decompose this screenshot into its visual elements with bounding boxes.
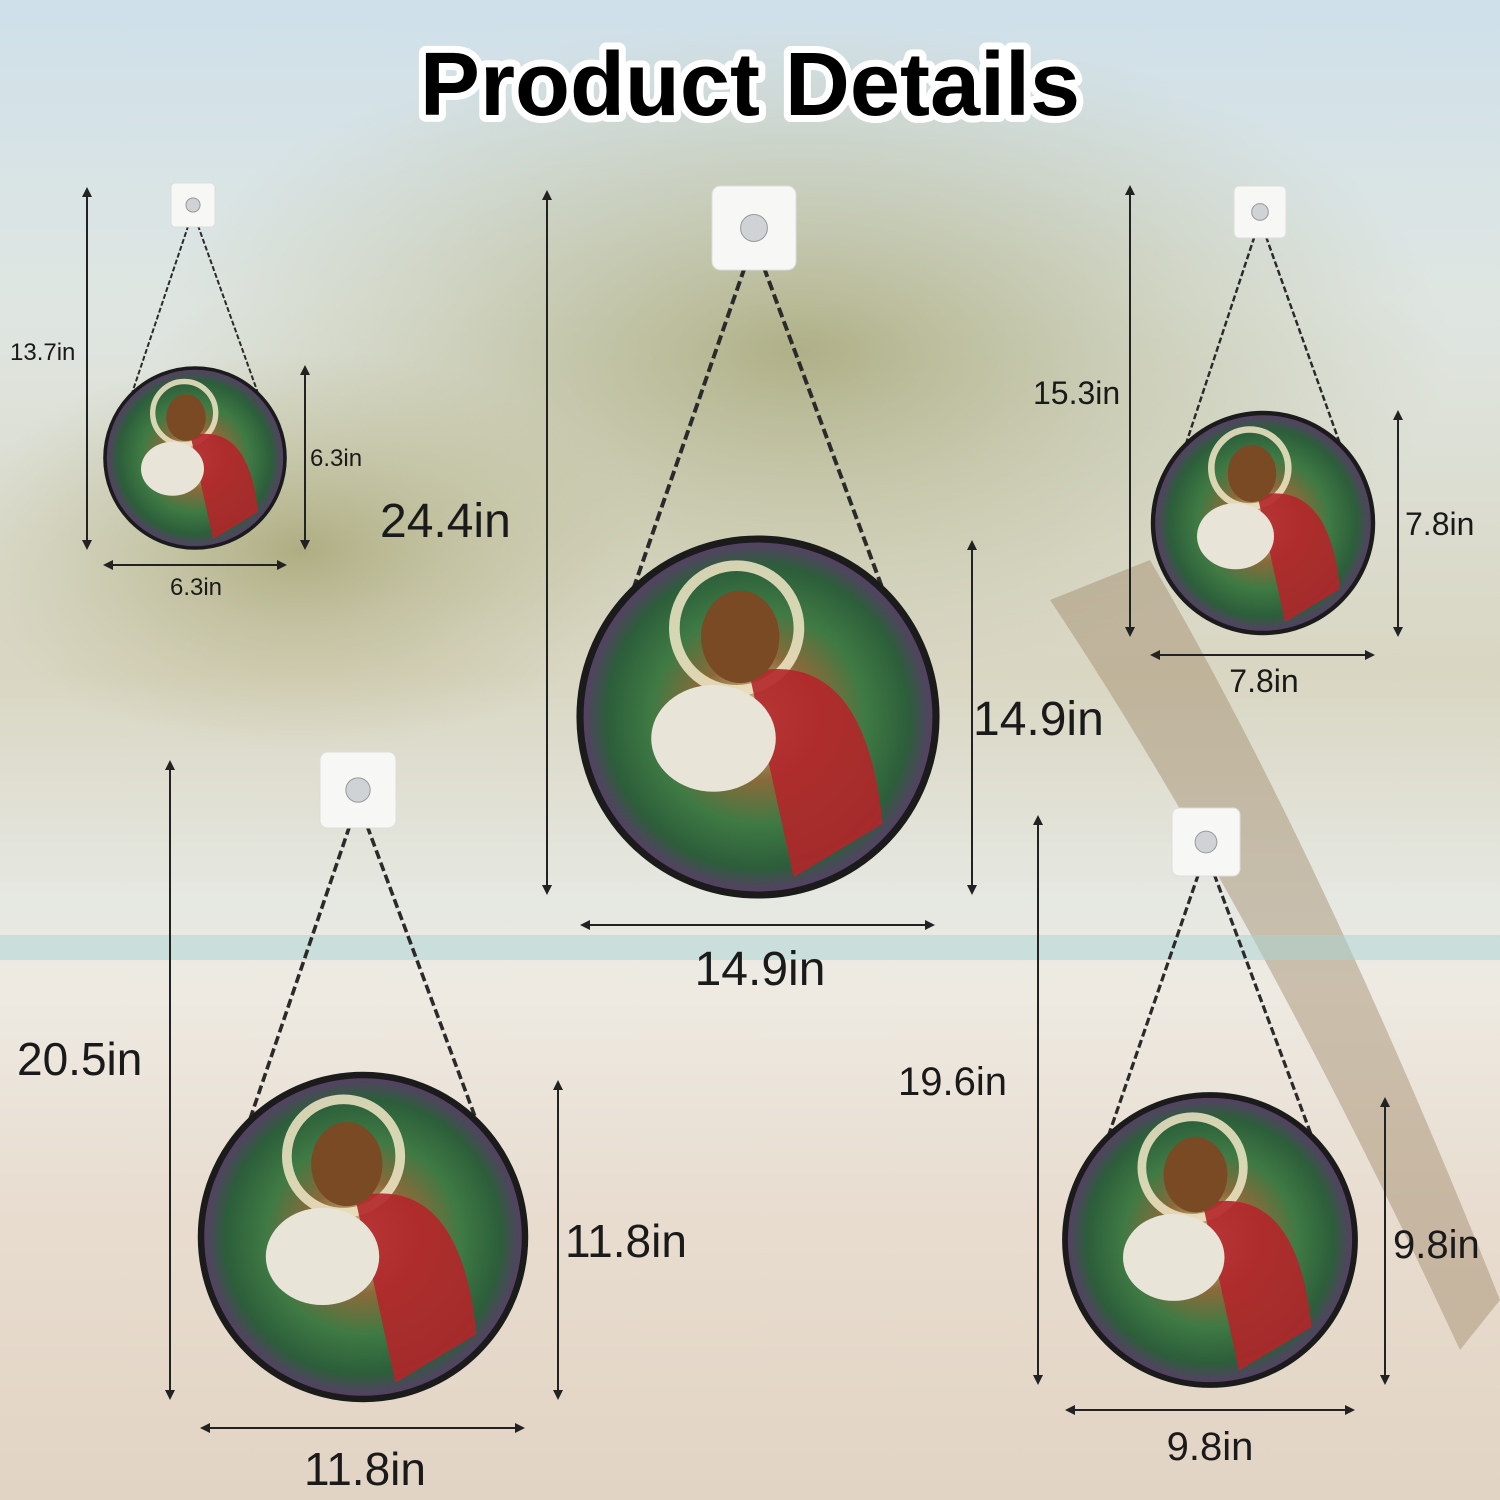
chain-left <box>247 800 360 1123</box>
arrow-up-icon <box>1380 1097 1390 1107</box>
arrow-down-icon <box>1125 627 1135 637</box>
robe <box>749 669 883 878</box>
total-length-label: 13.7in <box>10 339 75 366</box>
product-size-4: 20.5in 11.8in 11.8in <box>17 751 687 1495</box>
figure-head <box>166 394 206 441</box>
arrow-down-icon <box>553 1390 563 1400</box>
arrow-up-icon <box>82 187 92 197</box>
robe <box>354 1193 477 1383</box>
lamb <box>651 684 776 792</box>
diameter-width-label: 11.8in <box>304 1443 426 1495</box>
arrow-down-icon <box>1380 1375 1390 1385</box>
arrow-down-icon <box>300 540 310 550</box>
figure-head <box>311 1121 383 1207</box>
lamb <box>141 441 204 496</box>
total-length-label: 20.5in <box>17 1033 142 1085</box>
arrow-up-icon <box>300 365 310 375</box>
arrow-left-icon <box>1065 1405 1075 1415</box>
robe <box>1202 1200 1312 1371</box>
arrow-right-icon <box>925 920 935 930</box>
robe <box>1257 493 1340 622</box>
arrow-down-icon <box>542 885 552 895</box>
arrow-up-icon <box>1393 410 1403 420</box>
product-size-1: 13.7in 6.3in 6.3in <box>10 182 362 601</box>
lamb <box>1123 1213 1225 1301</box>
chain-right <box>192 211 260 395</box>
diameter-width-label: 9.8in <box>1167 1425 1254 1469</box>
total-length-label: 15.3in <box>1033 375 1120 411</box>
arrow-up-icon <box>1125 185 1135 195</box>
arrow-left-icon <box>200 1423 210 1433</box>
chain-left <box>1106 851 1208 1138</box>
diameter-height-label: 9.8in <box>1393 1223 1480 1267</box>
hook-icon <box>1251 203 1269 221</box>
hook-icon <box>345 777 371 803</box>
diameter-width-label: 7.8in <box>1229 663 1298 699</box>
arrow-right-icon <box>515 1423 525 1433</box>
figure-head <box>701 590 780 684</box>
diameter-width-label: 6.3in <box>170 574 222 601</box>
arrow-up-icon <box>967 540 977 550</box>
lamb <box>265 1207 380 1306</box>
chain-left <box>1184 219 1262 446</box>
arrow-down-icon <box>165 1390 175 1400</box>
chain-right <box>1204 851 1314 1138</box>
diameter-height-label: 6.3in <box>310 445 362 472</box>
diameter-height-label: 11.8in <box>565 1215 687 1267</box>
arrow-up-icon <box>165 760 175 770</box>
product-size-2: 24.4in 14.9in 14.9in <box>380 185 1104 996</box>
arrow-up-icon <box>1033 815 1043 825</box>
arrow-right-icon <box>277 560 287 570</box>
arrow-down-icon <box>1393 627 1403 637</box>
page-title: Product Details <box>420 35 1080 135</box>
chain-right <box>1258 219 1342 446</box>
arrow-up-icon <box>553 1080 563 1090</box>
chain-left <box>630 239 756 592</box>
lamb <box>1197 503 1274 570</box>
diameter-height-label: 14.9in <box>973 693 1104 746</box>
total-length-label: 24.4in <box>380 495 511 548</box>
diameter-width-label: 14.9in <box>695 943 826 996</box>
arrow-right-icon <box>1345 1405 1355 1415</box>
hook-icon <box>185 197 201 213</box>
figure-head <box>1163 1137 1228 1213</box>
chain-left <box>130 211 194 395</box>
arrow-left-icon <box>103 560 113 570</box>
hook-icon <box>740 214 768 242</box>
hook-icon <box>1194 830 1218 854</box>
figure-head <box>1227 444 1277 503</box>
arrow-up-icon <box>542 190 552 200</box>
arrow-left-icon <box>1150 650 1160 660</box>
product-size-3: 15.3in 7.8in 7.8in <box>1033 185 1474 699</box>
chain-right <box>356 800 479 1123</box>
product-size-5: 19.6in 9.8in 9.8in <box>898 807 1480 1469</box>
robe <box>190 433 258 539</box>
arrow-down-icon <box>1033 1375 1043 1385</box>
total-length-label: 19.6in <box>898 1060 1007 1104</box>
arrow-left-icon <box>580 920 590 930</box>
arrow-right-icon <box>1365 650 1375 660</box>
diameter-height-label: 7.8in <box>1405 506 1474 542</box>
arrow-down-icon <box>82 540 92 550</box>
arrow-down-icon <box>967 885 977 895</box>
chain-right <box>752 239 886 592</box>
